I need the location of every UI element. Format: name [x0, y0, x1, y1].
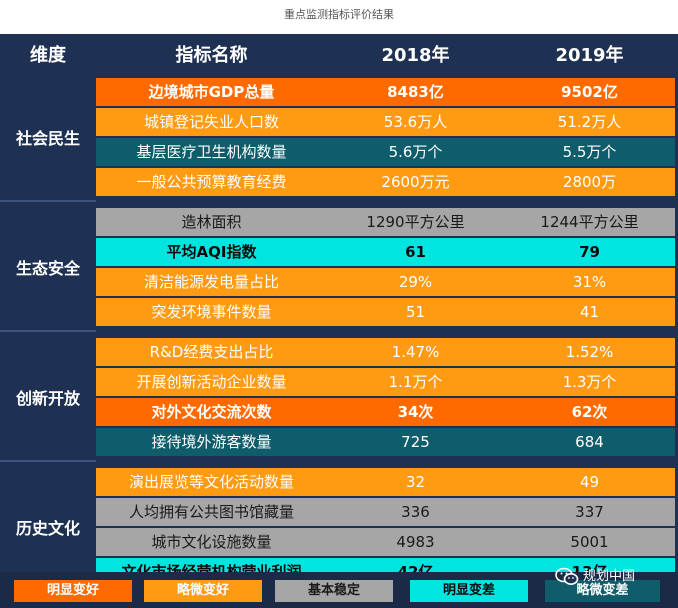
indicator-name-cell: 突发环境事件数量: [151, 303, 272, 321]
indicator-name-cell: 造林面积: [181, 213, 242, 231]
category-label: 生态安全: [15, 259, 80, 278]
value-2018-cell: 61: [405, 243, 426, 261]
value-2019-cell: 1244平方公里: [540, 213, 639, 231]
table-row: 基层医疗卫生机构数量 5.6万个 5.5万个: [96, 138, 675, 166]
value-2019-cell: 5.5万个: [562, 143, 617, 161]
indicator-name-cell: 接待境外游客数量: [151, 433, 272, 451]
header-2018: 2018年: [381, 45, 450, 66]
category-label: 社会民生: [15, 129, 80, 148]
wechat-icon: [555, 567, 579, 587]
table-row: 对外文化交流次数 34次 62次: [96, 398, 675, 426]
table-row: 开展创新活动企业数量 1.1万个 1.3万个: [96, 368, 675, 396]
value-2018-cell: 4983: [396, 533, 435, 551]
value-2018-cell: 32: [405, 473, 426, 491]
table-row: 人均拥有公共图书馆藏量 336 337: [96, 498, 675, 526]
category-divider: [0, 200, 96, 202]
value-2019-cell: 31%: [572, 273, 607, 291]
value-2018-cell: 725: [401, 433, 430, 451]
category-divider: [0, 460, 96, 462]
indicator-name-cell: R&D经费支出占比: [149, 343, 274, 361]
value-2019-cell: 79: [579, 243, 600, 261]
value-2018-cell: 1290平方公里: [366, 213, 465, 231]
table-row: 一般公共预算教育经费 2600万元 2800万: [96, 168, 675, 196]
value-2019-cell: 41: [579, 303, 600, 321]
indicator-name-cell: 一般公共预算教育经费: [136, 173, 287, 191]
value-2019-cell: 51.2万人: [557, 113, 622, 131]
legend-item: 略微变好: [144, 580, 262, 602]
header-dimension: 维度: [30, 45, 66, 66]
category-divider: [0, 330, 96, 332]
category-label: 创新开放: [15, 389, 80, 408]
value-2019-cell: 1.52%: [565, 343, 614, 361]
page-title: 重点监测指标评价结果: [284, 8, 394, 21]
value-2019-cell: 337: [575, 503, 604, 521]
indicator-name-cell: 人均拥有公共图书馆藏量: [128, 503, 294, 521]
value-2019-cell: 684: [575, 433, 604, 451]
indicator-name-cell: 边境城市GDP总量: [148, 83, 275, 101]
table-row: 突发环境事件数量 51 41: [96, 298, 675, 326]
value-2018-cell: 29%: [398, 273, 433, 291]
value-2018-cell: 1.47%: [391, 343, 440, 361]
indicator-name-cell: 演出展览等文化活动数量: [128, 473, 294, 491]
legend-item: 明显变好: [14, 580, 132, 602]
indicator-table: 维度 指标名称 2018年 2019年 社会民生生态安全创新开放历史文化 边境城…: [0, 34, 678, 608]
indicator-name-cell: 开展创新活动企业数量: [136, 373, 287, 391]
value-2018-cell: 2600万元: [381, 173, 450, 191]
indicator-name-cell: 对外文化交流次数: [151, 403, 272, 421]
legend-item: 略微变差: [545, 580, 660, 602]
value-2018-cell: 8483亿: [387, 83, 444, 101]
indicator-name-cell: 城镇登记失业人口数: [143, 113, 279, 131]
table-row: 演出展览等文化活动数量 32 49: [96, 468, 675, 496]
value-2018-cell: 5.6万个: [388, 143, 443, 161]
legend-item: 基本稳定: [275, 580, 393, 602]
table-row: 清洁能源发电量占比 29% 31%: [96, 268, 675, 296]
value-2018-cell: 34次: [397, 403, 434, 421]
table-row: 平均AQI指数 61 79: [96, 238, 675, 266]
indicator-name-cell: 城市文化设施数量: [151, 533, 272, 551]
category-label: 历史文化: [15, 519, 80, 538]
value-2019-cell: 2800万: [562, 173, 617, 191]
table-row: R&D经费支出占比 1.47% 1.52%: [96, 338, 675, 366]
value-2019-cell: 1.3万个: [562, 373, 617, 391]
value-2019-cell: 62次: [571, 403, 608, 421]
value-2019-cell: 49: [579, 473, 600, 491]
indicator-name-cell: 平均AQI指数: [166, 243, 257, 261]
value-2019-cell: 9502亿: [561, 83, 618, 101]
header-2019: 2019年: [555, 45, 624, 66]
watermark: 规划中国: [555, 566, 635, 588]
value-2019-cell: 5001: [570, 533, 609, 551]
value-2018-cell: 336: [401, 503, 430, 521]
value-2018-cell: 51: [405, 303, 426, 321]
indicator-name-cell: 清洁能源发电量占比: [143, 273, 279, 291]
indicator-name-cell: 基层医疗卫生机构数量: [136, 143, 287, 161]
table-row: 城市文化设施数量 4983 5001: [96, 528, 675, 556]
table-row: 造林面积 1290平方公里 1244平方公里: [96, 208, 675, 236]
table-row: 接待境外游客数量 725 684: [96, 428, 675, 456]
table-row: 边境城市GDP总量 8483亿 9502亿: [96, 78, 675, 106]
header-indicator-name: 指标名称: [175, 45, 248, 66]
watermark-text: 规划中国: [583, 569, 636, 584]
legend-item: 明显变差: [410, 580, 528, 602]
table-row: 城镇登记失业人口数 53.6万人 51.2万人: [96, 108, 675, 136]
value-2018-cell: 1.1万个: [388, 373, 443, 391]
value-2018-cell: 53.6万人: [383, 113, 448, 131]
